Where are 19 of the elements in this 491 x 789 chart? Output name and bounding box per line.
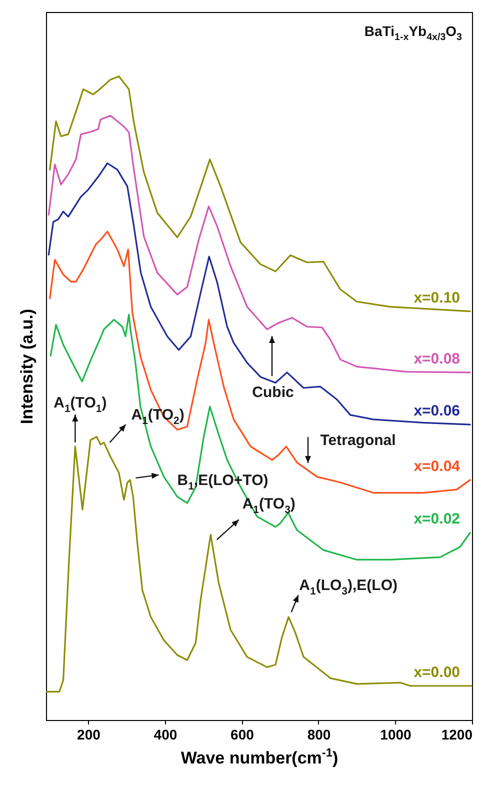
series-label: x=0.00 [414, 664, 460, 681]
x-tick-label: 1000 [380, 726, 412, 742]
annotation: Cubic [252, 384, 294, 401]
y-axis-title: Intensity (a.u.) [18, 308, 36, 424]
chart-title: BaTi$_{1-x}$Yb$_{4x/3}$O$_{3}$ [364, 23, 463, 44]
annotation: A$_{1}$(TO$_{1}$) [54, 394, 107, 415]
series-label: x=0.08 [414, 350, 460, 368]
series-label: x=0.10 [414, 289, 460, 306]
x-tick-label: 800 [307, 726, 331, 742]
x-axis-title: Wave number(cm$^{-1}$) [180, 746, 338, 768]
series-label: x=0.02 [414, 510, 460, 528]
series-label: x=0.06 [414, 402, 460, 420]
x-tick-label: 400 [154, 726, 178, 742]
x-tick-label: 200 [77, 726, 101, 742]
x-tick-label: 600 [230, 726, 254, 742]
x-tick-label: 1200 [441, 726, 473, 742]
series-label: x=0.04 [414, 458, 461, 475]
annotation: Tetragonal [320, 432, 396, 449]
annotation: A$_{1}$(LO$_{3}$),E(LO) [299, 577, 398, 598]
